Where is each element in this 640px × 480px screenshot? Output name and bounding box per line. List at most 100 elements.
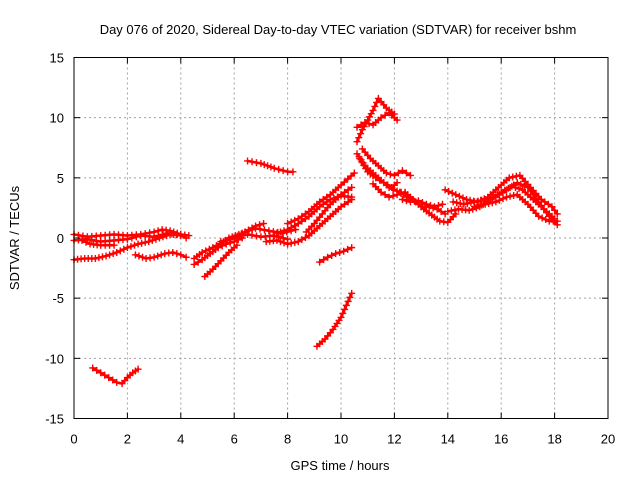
data-point — [139, 253, 147, 261]
data-point — [361, 118, 369, 126]
data-point — [89, 364, 97, 372]
data-point — [357, 121, 365, 129]
y-tick-label: -15 — [45, 412, 64, 427]
series-line — [304, 186, 354, 234]
data-point — [462, 195, 470, 203]
data-point — [398, 195, 406, 203]
data-point — [298, 212, 306, 220]
data-point — [279, 234, 287, 242]
data-point — [422, 200, 430, 208]
data-point — [540, 205, 548, 213]
data-point — [538, 214, 546, 222]
data-point — [357, 130, 365, 138]
data-point — [134, 240, 142, 248]
data-point — [256, 225, 264, 233]
data-point — [455, 192, 463, 200]
data-point — [402, 169, 410, 177]
data-point — [520, 182, 528, 190]
data-point — [141, 238, 149, 246]
data-point — [276, 228, 284, 236]
data-point — [217, 238, 225, 246]
data-point — [355, 134, 363, 142]
data-point — [394, 169, 402, 177]
data-point — [377, 114, 385, 122]
data-point — [460, 200, 468, 208]
data-point — [339, 309, 347, 317]
data-point — [342, 301, 350, 309]
data-point — [441, 186, 449, 194]
x-tick-label: 20 — [601, 432, 615, 447]
data-point — [252, 224, 260, 232]
data-point — [135, 252, 143, 260]
series-prn-c — [70, 230, 185, 264]
data-point — [252, 159, 260, 167]
data-point — [284, 226, 292, 234]
data-point — [452, 210, 460, 218]
data-point — [474, 202, 482, 210]
data-point — [389, 192, 397, 200]
data-point — [157, 251, 165, 259]
data-point — [82, 238, 90, 246]
data-point — [238, 229, 246, 237]
data-point — [328, 251, 336, 259]
data-point — [535, 198, 543, 206]
data-point — [245, 227, 253, 235]
data-point — [509, 173, 517, 181]
x-tick-label: 14 — [441, 432, 455, 447]
data-point — [527, 187, 535, 195]
data-point — [138, 239, 146, 247]
data-point — [113, 378, 121, 386]
data-point — [449, 198, 457, 206]
data-point — [209, 244, 217, 252]
data-point — [265, 227, 273, 235]
data-series-layer — [70, 94, 561, 388]
data-point — [481, 200, 489, 208]
data-point — [294, 215, 302, 223]
data-point — [385, 193, 393, 201]
data-point — [369, 106, 377, 114]
data-point — [177, 251, 185, 259]
data-point — [488, 199, 496, 207]
data-point — [93, 366, 101, 374]
data-point — [532, 194, 540, 202]
data-point — [529, 191, 537, 199]
x-tick-label: 6 — [231, 432, 238, 447]
data-point — [393, 179, 401, 187]
data-point — [348, 289, 356, 297]
data-point — [248, 226, 256, 234]
x-axis-label: GPS time / hours — [291, 458, 390, 473]
y-tick-label: 0 — [57, 231, 64, 246]
data-point — [506, 183, 514, 191]
x-tick-label: 8 — [284, 432, 291, 447]
data-point — [113, 248, 121, 256]
data-point — [512, 172, 520, 180]
data-point — [506, 192, 514, 200]
data-point — [252, 232, 260, 240]
y-tick-label: 5 — [57, 171, 64, 186]
y-tick-label: -10 — [45, 351, 64, 366]
data-point — [291, 216, 299, 224]
data-point — [242, 228, 250, 236]
data-point — [444, 208, 452, 216]
data-point — [344, 186, 352, 194]
data-point — [434, 202, 442, 210]
data-point — [232, 232, 240, 240]
data-point — [467, 199, 475, 207]
data-point — [492, 198, 500, 206]
y-axis-label: SDTVAR / TECUs — [7, 185, 22, 290]
data-point — [287, 239, 295, 247]
data-point — [194, 258, 202, 266]
data-point — [287, 218, 295, 226]
data-point — [426, 202, 434, 210]
data-point — [478, 201, 486, 209]
data-point — [221, 236, 229, 244]
data-point — [499, 195, 507, 203]
data-point — [182, 234, 190, 242]
data-point — [127, 242, 135, 250]
x-tick-label: 16 — [494, 432, 508, 447]
series-prn-g — [190, 234, 246, 268]
data-point — [390, 171, 398, 179]
data-point — [225, 234, 233, 242]
series-prn-d — [78, 236, 118, 249]
data-point — [132, 233, 140, 241]
